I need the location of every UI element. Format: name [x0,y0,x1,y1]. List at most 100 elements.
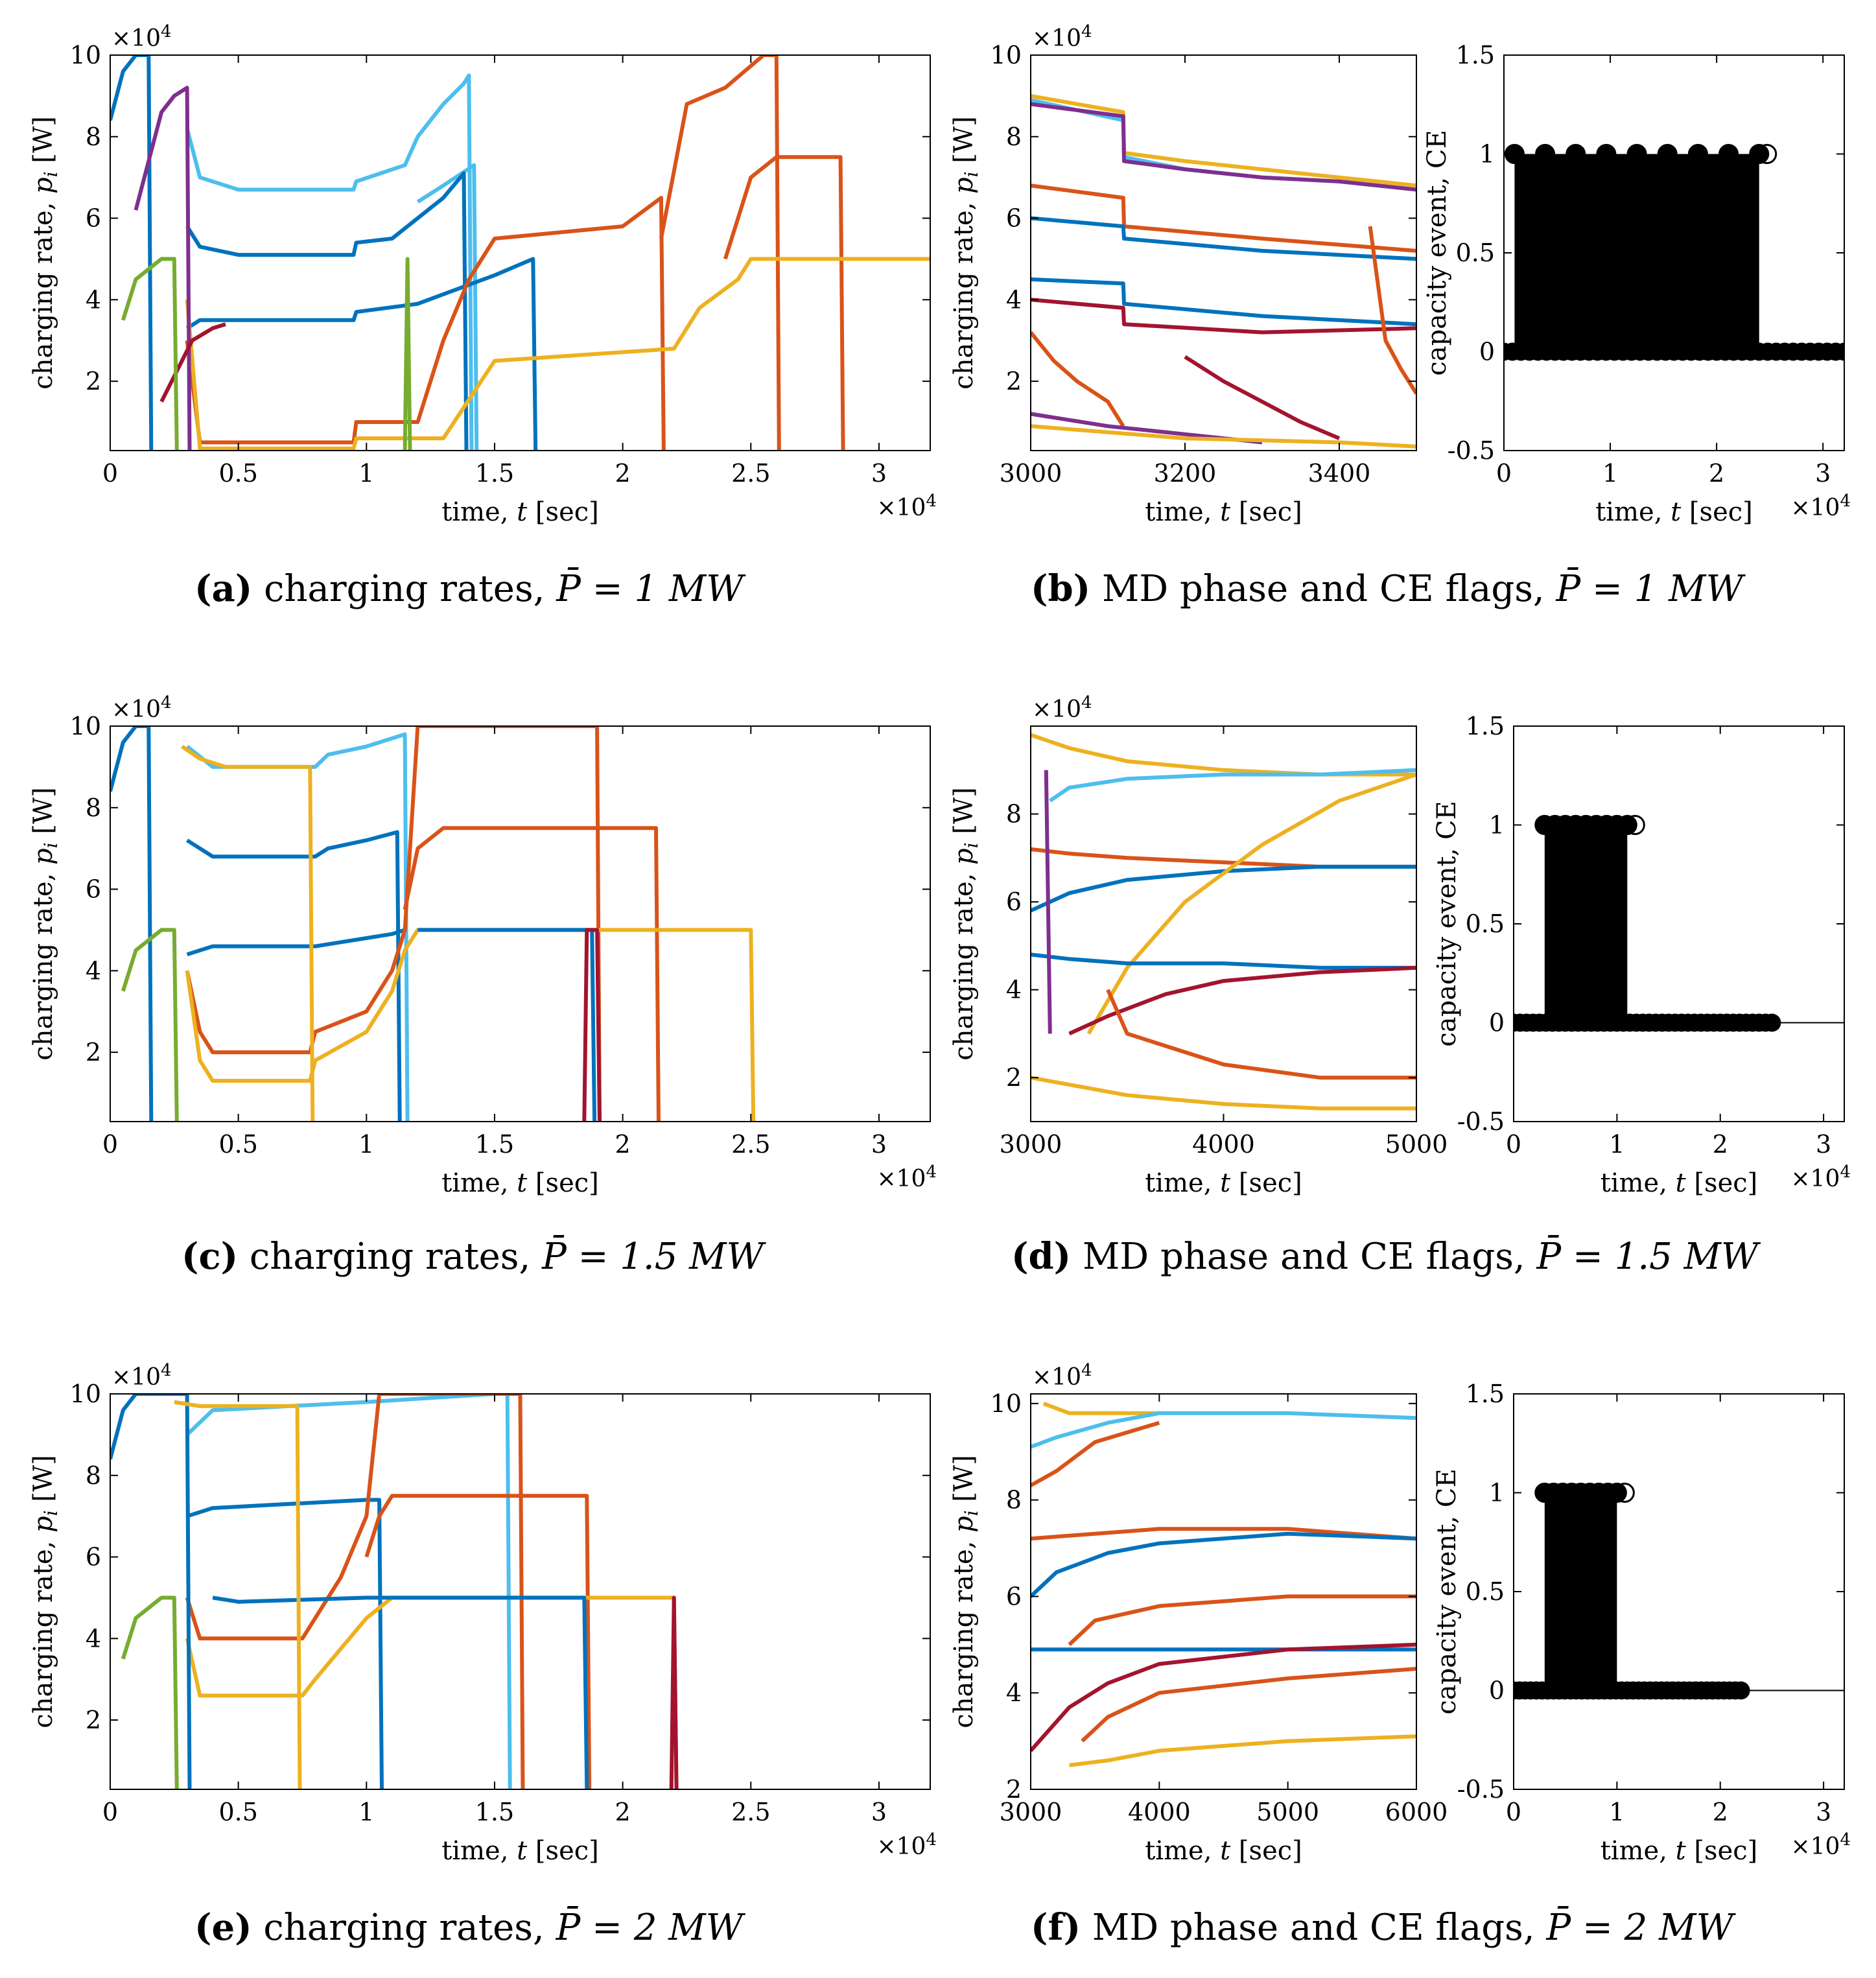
data-layer [1514,1483,1844,1700]
x-tick-label: 1 [1609,1798,1624,1826]
y-tick-label: 6 [1006,888,1022,916]
x-axis-label: time, t [sec] [1600,1836,1758,1866]
series-line-blue3 [110,1394,192,1789]
y-tick-label: 6 [86,875,101,904]
y-tick-label: 2 [86,1706,101,1734]
x-tick-label: 0 [1506,1798,1521,1826]
x-exponent: ×104 [1790,491,1851,521]
series-line-green2 [403,257,412,451]
x-tick-label: 1.5 [475,1130,514,1159]
x-axis-label: time, t [sec] [441,1168,599,1198]
caption-label: (e) [194,1906,252,1949]
ce-marker-one [1535,144,1556,164]
series-line-blue [185,171,469,451]
series-line-blue [1031,216,1416,261]
series-line-orange [185,1394,525,1789]
axes-box [1030,54,1417,451]
x-tick-label: 2 [1709,459,1724,488]
x-tick-label: 0.5 [218,1798,257,1826]
x-tick-label: 4000 [1128,1798,1191,1826]
y-exponent: ×104 [111,693,172,723]
y-tick-label: 2 [86,1038,101,1066]
y-exponent: ×104 [1032,1361,1092,1391]
chart-panel-c: 0 0.5 1 1.5 2 2.5 3 2 4 6 8 10 time, t [sec] charging… [29,693,937,1198]
series-line-green [121,1595,179,1789]
x-tick-label: 1.5 [475,459,514,488]
x-tick-label: 0 [102,459,118,488]
data-layer [110,1394,679,1789]
x-tick-label: 3 [1815,459,1831,488]
x-tick-label: 2.5 [731,1130,770,1159]
caption-d: (d) MD phase and CE flags, P̄ = 1.5 MW [1011,1238,1759,1275]
y-tick-label: 4 [86,1624,101,1653]
caption-math: P̄ = 1.5 MW [542,1236,764,1278]
y-tick-label: 8 [86,794,101,822]
y-tick-label: 4 [1006,976,1022,1004]
series-line-orange [1031,183,1416,253]
x-tick-label: 2 [615,459,631,488]
x-exponent: ×104 [1790,1830,1851,1860]
caption-label: (c) [182,1235,239,1278]
x-axis-label: time, t [sec] [1145,1836,1302,1866]
chart-panel-d1: 3000 4000 5000 2 4 6 8 time, t [sec] charging ra… [949,693,1448,1198]
series-line-yellow [185,1595,679,1789]
x-tick-label: 3000 [1000,1798,1062,1826]
x-axis-label: time, t [sec] [1145,497,1302,527]
series-line-yellow [1042,1402,1160,1415]
series-line-orange2 [1031,1527,1416,1541]
series-line-yellow2 [174,1400,302,1789]
y-axis-label: charging rate, pi [W] [949,787,982,1060]
data-layer [1514,815,1844,1032]
x-tick-label: 1 [1602,459,1618,488]
x-tick-label: 3000 [1000,459,1062,488]
series-line-cyan [185,732,410,1122]
y-exponent: ×104 [111,22,172,52]
y-axis-label: charging rate, pi [W] [29,1455,62,1728]
x-tick-label: 3400 [1308,459,1371,488]
series-line-blue2 [186,928,406,957]
x-tick-label: 1 [1609,1130,1624,1159]
series-line-blue3 [110,726,154,1122]
x-exponent: ×104 [876,1162,937,1192]
series-line-maroon [582,928,602,1122]
y-tick-label: 8 [1006,123,1022,151]
caption-text: MD phase and CE flags, [1090,568,1556,610]
series-line-yellow [1031,93,1416,188]
series-line-cyan [185,73,474,451]
caption-a: (a) charging rates, P̄ = 1 MW [194,571,744,607]
y-tick-label: 10 [991,41,1022,69]
x-axis-label: time, t [sec] [1145,1168,1302,1198]
data-layer [110,726,756,1122]
y-axis-label: charging rate, pi [W] [29,116,62,389]
x-exponent: ×104 [876,491,937,521]
y-tick-label: 8 [1006,1486,1022,1514]
ce-marker-one [1626,144,1647,164]
series-line-blue3 [110,55,154,451]
y-axis-label: charging rate, pi [W] [29,787,62,1060]
y-tick-label: 10 [70,41,101,69]
series-line-cyan [1031,1411,1416,1449]
y-tick-label: 10 [70,712,101,740]
x-axis-label: time, t [sec] [441,1836,599,1866]
x-tick-label: 4000 [1192,1130,1255,1159]
series-line-yellow [1031,733,1416,777]
caption-math: P̄ = 1 MW [556,568,744,610]
chart-panel-b1: 3000 3200 3400 2 4 6 8 10 time, t [sec] charging … [949,22,1417,527]
x-tick-label: 1.5 [475,1798,514,1826]
y-tick-label: 6 [86,204,101,233]
series-line-orange [185,726,602,1122]
series-line-orange [185,196,666,451]
series-line-purple [1044,770,1052,1034]
ce-marker-one [1606,1483,1627,1503]
ce-marker-one [1596,144,1617,164]
y-tick-label: 8 [86,123,101,151]
x-axis-label: time, t [sec] [441,497,599,527]
x-tick-label: 3 [1816,1130,1831,1159]
y-axis-label: charging rate, pi [W] [949,116,982,389]
chart-panel-e: 0 0.5 1 1.5 2 2.5 3 2 4 6 8 10 time, t [sec] charging… [29,1361,937,1866]
y-exponent: ×104 [111,1361,172,1391]
y-tick-label: 8 [1006,800,1022,829]
axes-box [1030,1393,1417,1790]
series-line-maroon2 [1184,355,1341,440]
